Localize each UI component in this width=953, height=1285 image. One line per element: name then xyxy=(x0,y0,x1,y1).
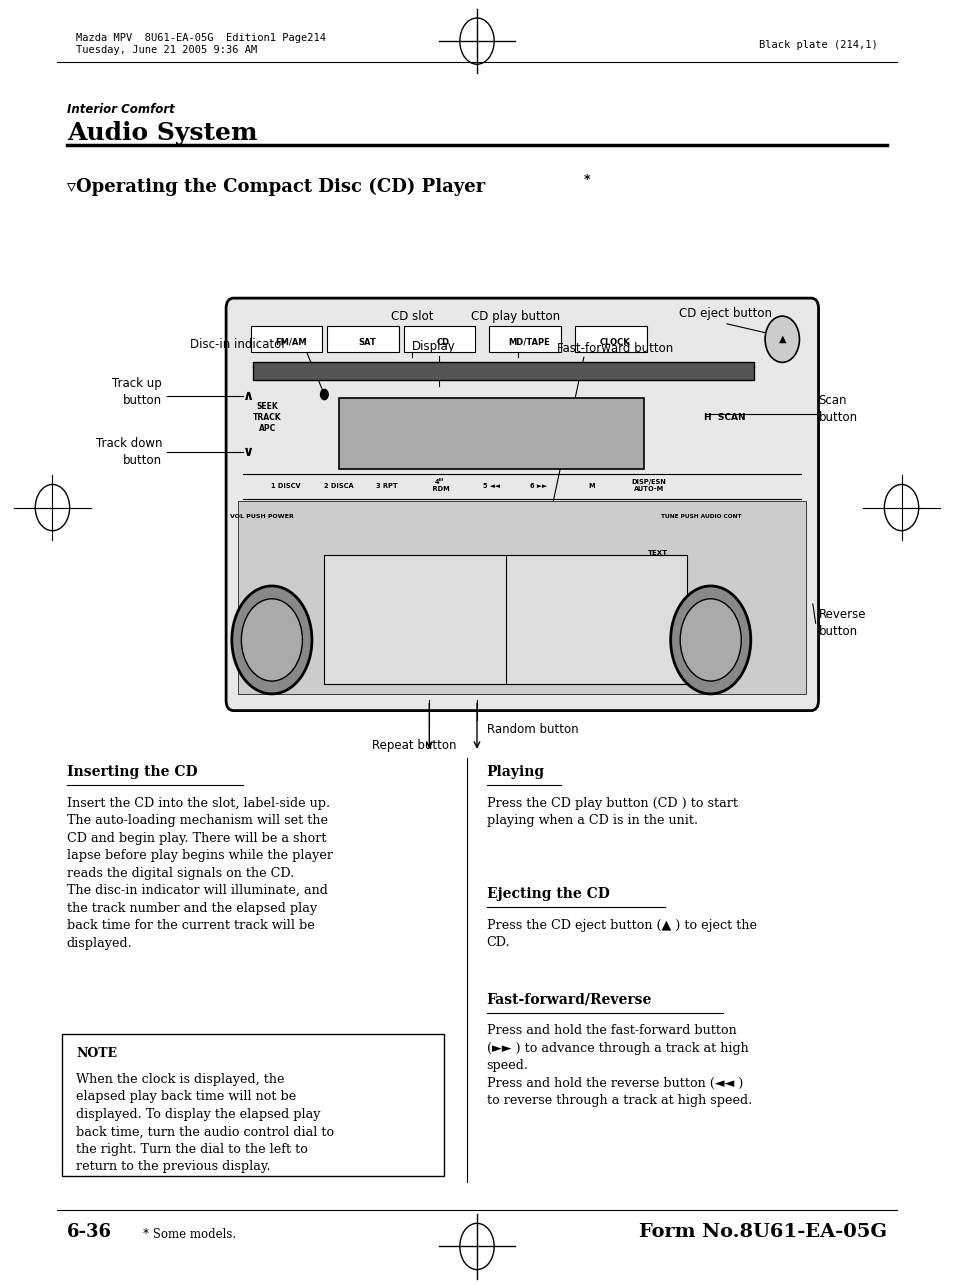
Circle shape xyxy=(764,316,799,362)
Text: MD/TAPE: MD/TAPE xyxy=(508,338,550,347)
Text: Inserting the CD: Inserting the CD xyxy=(67,765,197,779)
Text: Track up
button: Track up button xyxy=(112,377,162,407)
Circle shape xyxy=(320,389,328,400)
FancyBboxPatch shape xyxy=(226,298,818,711)
Text: Press and hold the fast-forward button
(►► ) to advance through a track at high
: Press and hold the fast-forward button (… xyxy=(486,1024,751,1108)
Text: Interior Comfort: Interior Comfort xyxy=(67,103,174,116)
Text: Fast-forward/Reverse: Fast-forward/Reverse xyxy=(486,992,651,1006)
Text: ∨: ∨ xyxy=(242,446,253,459)
Text: 1 DISCV: 1 DISCV xyxy=(271,483,301,488)
Text: TUNE PUSH AUDIO CONT: TUNE PUSH AUDIO CONT xyxy=(660,514,740,519)
Text: SAT: SAT xyxy=(358,338,375,347)
Bar xyxy=(338,398,643,469)
Text: Display: Display xyxy=(412,341,456,353)
Text: 6 ►►: 6 ►► xyxy=(530,483,547,488)
Circle shape xyxy=(670,586,750,694)
Text: Tuesday, June 21 2005 9:36 AM: Tuesday, June 21 2005 9:36 AM xyxy=(76,45,257,55)
Bar xyxy=(575,326,646,352)
Text: * Some models.: * Some models. xyxy=(143,1228,236,1241)
Circle shape xyxy=(241,599,302,681)
Text: Audio System: Audio System xyxy=(67,121,257,145)
Text: CD play button: CD play button xyxy=(470,310,559,323)
Text: 4ᴵᴵᴵ
  RDM: 4ᴵᴵᴵ RDM xyxy=(428,479,449,492)
Text: CD: CD xyxy=(436,338,450,347)
Text: SEEK
TRACK
APC: SEEK TRACK APC xyxy=(253,402,281,433)
Text: NOTE: NOTE xyxy=(76,1047,117,1060)
Text: 2 DISCA: 2 DISCA xyxy=(323,483,354,488)
Text: H  SCAN: H SCAN xyxy=(703,412,745,423)
Text: *: * xyxy=(583,173,590,186)
Text: DISP/ESN
AUTO-M: DISP/ESN AUTO-M xyxy=(631,479,665,492)
Text: Scan
button: Scan button xyxy=(818,393,857,424)
Text: Black plate (214,1): Black plate (214,1) xyxy=(759,40,877,50)
Text: 3 RPT: 3 RPT xyxy=(375,483,396,488)
Text: Random button: Random button xyxy=(486,723,578,736)
Text: ▿Operating the Compact Disc (CD) Player: ▿Operating the Compact Disc (CD) Player xyxy=(67,177,484,195)
Text: Fast-forward button: Fast-forward button xyxy=(557,342,673,355)
Text: CLOCK: CLOCK xyxy=(599,338,630,347)
Bar xyxy=(327,326,398,352)
Text: ∧: ∧ xyxy=(242,389,253,402)
Bar xyxy=(403,326,475,352)
Text: Insert the CD into the slot, label-side up.
The auto-loading mechanism will set : Insert the CD into the slot, label-side … xyxy=(67,797,333,950)
Text: Press the CD eject button (▲ ) to eject the
CD.: Press the CD eject button (▲ ) to eject … xyxy=(486,919,756,950)
Text: FM/AM: FM/AM xyxy=(274,338,307,347)
Circle shape xyxy=(232,586,312,694)
Text: Disc-in indicator: Disc-in indicator xyxy=(191,338,286,351)
Text: VOL PUSH POWER: VOL PUSH POWER xyxy=(231,514,294,519)
Bar xyxy=(238,501,805,694)
Text: M: M xyxy=(588,483,594,488)
Text: When the clock is displayed, the
elapsed play back time will not be
displayed. T: When the clock is displayed, the elapsed… xyxy=(76,1073,335,1173)
Bar xyxy=(324,555,686,684)
Text: CD eject button: CD eject button xyxy=(678,307,771,320)
Text: Repeat button: Repeat button xyxy=(372,739,456,752)
Text: 5 ◄◄: 5 ◄◄ xyxy=(482,483,499,488)
Bar xyxy=(489,326,560,352)
Text: 6-36: 6-36 xyxy=(67,1223,112,1241)
Text: Playing: Playing xyxy=(486,765,544,779)
Text: CD slot: CD slot xyxy=(391,310,433,323)
Bar xyxy=(251,326,322,352)
Text: Press the CD play button (CD ) to start
playing when a CD is in the unit.: Press the CD play button (CD ) to start … xyxy=(486,797,737,828)
Text: Mazda MPV  8U61-EA-05G  Edition1 Page214: Mazda MPV 8U61-EA-05G Edition1 Page214 xyxy=(76,33,326,44)
Text: TEXT: TEXT xyxy=(647,550,668,555)
Text: Ejecting the CD: Ejecting the CD xyxy=(486,887,609,901)
Bar xyxy=(253,362,753,380)
Circle shape xyxy=(679,599,740,681)
Bar xyxy=(62,1034,443,1176)
Text: Form No.8U61-EA-05G: Form No.8U61-EA-05G xyxy=(639,1223,886,1241)
Text: Track down
button: Track down button xyxy=(95,437,162,468)
Text: ▲: ▲ xyxy=(778,334,785,344)
Text: Reverse
button: Reverse button xyxy=(818,608,865,639)
